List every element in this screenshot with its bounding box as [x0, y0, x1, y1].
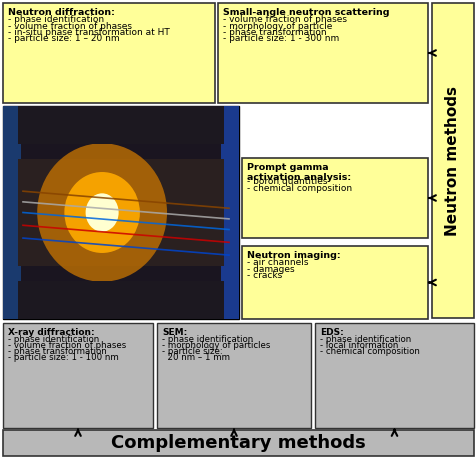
- Text: - local information: - local information: [319, 341, 397, 350]
- Text: X-ray diffraction:: X-ray diffraction:: [8, 328, 94, 337]
- Text: - boron quantities: - boron quantities: [247, 177, 327, 186]
- Text: 20 nm – 1 mm: 20 nm – 1 mm: [162, 353, 229, 363]
- Bar: [18, 280, 224, 319]
- Text: - morphology of particle: - morphology of particle: [223, 22, 332, 30]
- Text: - air channels: - air channels: [247, 258, 308, 267]
- Text: - cracks: - cracks: [247, 271, 282, 280]
- Text: - phase identification: - phase identification: [8, 15, 104, 24]
- Bar: [241, 246, 427, 319]
- Text: - particle size: 1 - 300 nm: - particle size: 1 - 300 nm: [223, 34, 338, 44]
- Text: - volume fraction of phases: - volume fraction of phases: [223, 15, 346, 24]
- Bar: [18, 159, 224, 266]
- Text: - phase identification: - phase identification: [8, 335, 99, 344]
- Ellipse shape: [64, 172, 139, 253]
- Ellipse shape: [37, 143, 167, 282]
- Text: - phase identification: - phase identification: [319, 335, 410, 344]
- Bar: [157, 323, 310, 428]
- Text: - phase identification: - phase identification: [162, 335, 253, 344]
- Text: Neutron diffraction:: Neutron diffraction:: [8, 8, 115, 17]
- Bar: [431, 3, 473, 318]
- Text: Complementary methods: Complementary methods: [111, 434, 365, 452]
- Bar: [3, 106, 238, 319]
- Bar: [3, 430, 473, 456]
- Bar: [241, 158, 427, 238]
- Text: - chemical composition: - chemical composition: [247, 184, 351, 193]
- Ellipse shape: [85, 193, 119, 232]
- Text: Neutron imaging:: Neutron imaging:: [247, 251, 340, 260]
- Text: Small-angle neutron scattering: Small-angle neutron scattering: [223, 8, 389, 17]
- Text: - volume fraction of phases: - volume fraction of phases: [8, 22, 132, 30]
- Bar: [314, 323, 473, 428]
- Text: - in-situ phase transformation at HT: - in-situ phase transformation at HT: [8, 28, 169, 37]
- Text: - morphology of particles: - morphology of particles: [162, 341, 270, 350]
- Bar: [218, 3, 427, 103]
- Text: - particle size:: - particle size:: [162, 347, 222, 356]
- Bar: [3, 3, 215, 103]
- Bar: [18, 106, 224, 144]
- Text: - particle size: 1 - 100 nm: - particle size: 1 - 100 nm: [8, 353, 119, 363]
- Bar: [3, 323, 153, 428]
- Text: - damages: - damages: [247, 264, 294, 274]
- Text: - volume fraction of phases: - volume fraction of phases: [8, 341, 126, 350]
- Text: - phase transformation: - phase transformation: [223, 28, 326, 37]
- Bar: [3, 106, 21, 319]
- Text: Neutron methods: Neutron methods: [445, 85, 459, 235]
- Text: - chemical composition: - chemical composition: [319, 347, 419, 356]
- Bar: [220, 106, 238, 319]
- Text: EDS:: EDS:: [319, 328, 343, 337]
- Text: - particle size: 1 – 20 nm: - particle size: 1 – 20 nm: [8, 34, 119, 44]
- Text: Prompt gamma
activation analysis:: Prompt gamma activation analysis:: [247, 163, 350, 182]
- Text: - phase transformation: - phase transformation: [8, 347, 107, 356]
- Text: SEM:: SEM:: [162, 328, 187, 337]
